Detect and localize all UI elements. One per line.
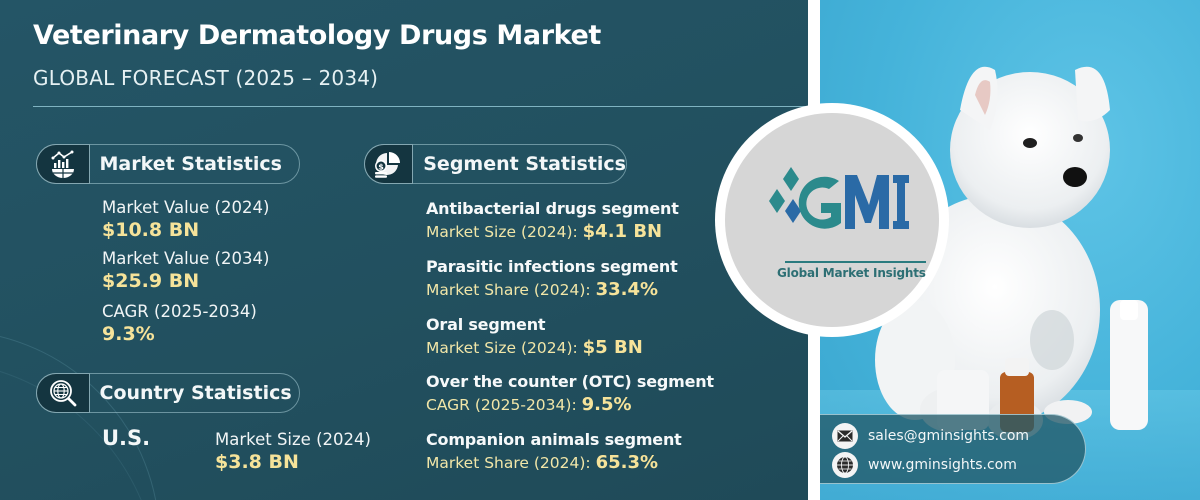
segment-metric-value: $5 BN <box>582 337 643 358</box>
segment-metric: Market Share (2024): 65.3% <box>426 452 658 473</box>
market-statistics-header: Market Statistics <box>35 144 300 184</box>
website-link[interactable]: www.gminsights.com <box>868 457 1017 473</box>
mail-icon <box>832 423 858 449</box>
segment-metric: Market Size (2024): $4.1 BN <box>426 221 662 242</box>
segment-metric-label: Market Size (2024): <box>426 223 583 241</box>
segment-title: Over the counter (OTC) segment <box>426 372 714 391</box>
segment-title: Parasitic infections segment <box>426 257 678 276</box>
logo-caption: Global Market Insights <box>777 266 926 280</box>
cagr-label: CAGR (2025-2034) <box>102 302 257 321</box>
info-panel: Veterinary Dermatology Drugs Market GLOB… <box>0 0 808 500</box>
country-market-size-value: $3.8 BN <box>215 451 299 473</box>
contact-box: sales@gminsights.com www.gminsights.com <box>820 414 1086 484</box>
segment-metric-value: 9.5% <box>581 394 632 415</box>
market-value-2034-value: $25.9 BN <box>102 270 200 292</box>
website-row[interactable]: www.gminsights.com <box>832 452 1017 478</box>
globe-search-icon <box>35 373 90 413</box>
country-market-size-label: Market Size (2024) <box>215 430 371 449</box>
email-link[interactable]: sales@gminsights.com <box>868 428 1030 444</box>
page-title: Veterinary Dermatology Drugs Market <box>33 20 601 51</box>
market-statistics-heading: Market Statistics <box>99 153 282 175</box>
market-value-2034-label: Market Value (2034) <box>102 249 270 268</box>
country-name: U.S. <box>102 426 151 450</box>
segment-title: Companion animals segment <box>426 430 682 449</box>
segment-metric-value: 65.3% <box>595 452 659 473</box>
country-statistics-heading: Country Statistics <box>99 382 292 404</box>
segment-title: Antibacterial drugs segment <box>426 199 679 218</box>
segment-statistics-header: $ Segment Statistics <box>363 144 627 184</box>
svg-text:$: $ <box>379 163 385 172</box>
segment-metric: CAGR (2025-2034): 9.5% <box>426 394 632 415</box>
market-value-2024-label: Market Value (2024) <box>102 198 270 217</box>
logo-inner: Global Market Insights <box>725 113 939 327</box>
segment-metric: Market Share (2024): 33.4% <box>426 279 658 300</box>
page-subtitle: GLOBAL FORECAST (2025 – 2034) <box>33 66 379 90</box>
segment-metric-label: Market Share (2024): <box>426 454 596 472</box>
segment-metric-value: 33.4% <box>595 279 659 300</box>
gmi-logo-badge: Global Market Insights <box>715 103 949 337</box>
header-divider <box>33 106 808 107</box>
chart-globe-icon <box>35 144 90 184</box>
country-statistics-header: Country Statistics <box>35 373 300 413</box>
gmi-logo-icon <box>769 167 909 229</box>
segment-metric-label: Market Size (2024): <box>426 339 583 357</box>
market-value-2024-value: $10.8 BN <box>102 219 200 241</box>
segment-metric: Market Size (2024): $5 BN <box>426 337 643 358</box>
globe-icon <box>832 452 858 478</box>
segment-metric-label: Market Share (2024): <box>426 281 596 299</box>
cagr-value: 9.3% <box>102 323 155 345</box>
segment-metric-value: $4.1 BN <box>582 221 663 242</box>
email-row[interactable]: sales@gminsights.com <box>832 423 1029 449</box>
segment-title: Oral segment <box>426 315 546 334</box>
pie-chart-coins-icon: $ <box>363 144 414 184</box>
segment-statistics-heading: Segment Statistics <box>423 153 626 175</box>
logo-rule <box>785 261 926 263</box>
segment-metric-label: CAGR (2025-2034): <box>426 396 582 414</box>
